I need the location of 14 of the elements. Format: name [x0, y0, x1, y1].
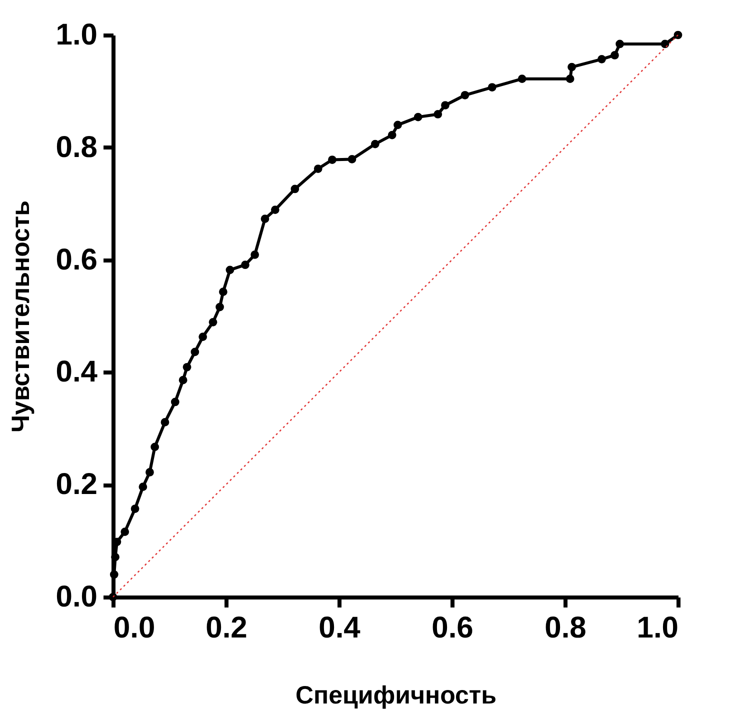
y-tick-label: 0.6 — [56, 243, 98, 276]
x-tick-label: 1.0 — [636, 612, 678, 644]
y-tick-label: 0.4 — [56, 356, 98, 389]
y-tick-label: 0.8 — [56, 130, 98, 164]
x-tick-label: 0.2 — [206, 612, 248, 644]
x-tick-label: 0.6 — [432, 612, 474, 644]
y-tick-label: 1.0 — [56, 18, 98, 52]
y-tick-label: 0.2 — [56, 468, 98, 502]
y-axis-title: Чувствительность — [6, 200, 35, 433]
x-tick-label: 0.4 — [318, 612, 361, 644]
y-tick-label: 0.0 — [56, 580, 98, 614]
x-axis-title: Специфичность — [295, 682, 497, 710]
x-tick-label: 0.0 — [114, 612, 156, 644]
x-tick-label: 0.8 — [544, 612, 586, 644]
